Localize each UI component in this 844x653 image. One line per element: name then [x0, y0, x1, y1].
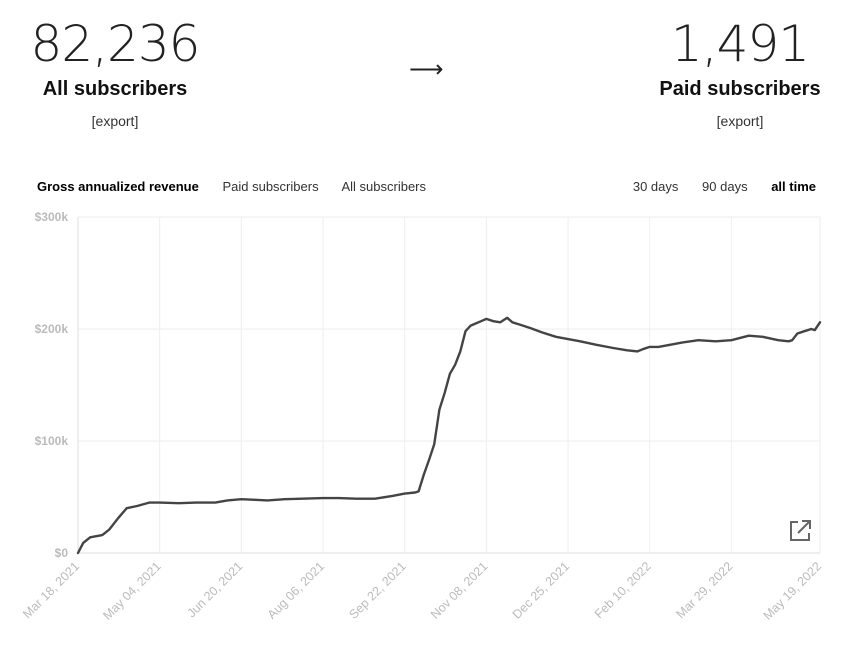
x-tick-label: May 04, 2021: [100, 559, 163, 622]
tab-gross-annualized-revenue[interactable]: Gross annualized revenue: [37, 179, 199, 194]
x-tick-label: Sep 22, 2021: [346, 559, 409, 622]
metric-tabs: Gross annualized revenue Paid subscriber…: [37, 179, 446, 194]
all-subscribers-count: 82,236: [30, 15, 201, 73]
range-tabs: 30 days 90 days all time: [613, 179, 816, 194]
external-link-icon[interactable]: [787, 518, 813, 544]
tab-90-days[interactable]: 90 days: [702, 179, 748, 194]
all-subscribers-label: All subscribers: [42, 78, 188, 100]
y-tick-label: $300k: [35, 210, 69, 224]
tab-all-subscribers[interactable]: All subscribers: [341, 179, 427, 194]
y-tick-label: $100k: [35, 434, 69, 448]
tab-paid-subscribers[interactable]: Paid subscribers: [222, 179, 319, 194]
arrow-icon: ⟶: [409, 56, 444, 83]
paid-subscribers-count: 1,491: [670, 15, 810, 73]
x-tick-label: Aug 06, 2021: [265, 559, 328, 622]
paid-subscribers-label: Paid subscribers: [659, 78, 821, 100]
revenue-line-chart: $0 $100k $200k $300k Mar 18, 2021 May 04, 202…: [20, 210, 824, 623]
revenue-series-line: [76, 316, 822, 555]
x-tick-label: Mar 29, 2022: [674, 559, 736, 621]
tab-all-time[interactable]: all time: [771, 179, 816, 194]
tab-30-days[interactable]: 30 days: [632, 179, 679, 194]
x-tick-label: May 19, 2022: [761, 559, 824, 622]
all-subscribers-stat: 82,236 All subscribers [export]: [28, 14, 202, 130]
x-tick-label: Nov 08, 2021: [428, 559, 491, 622]
x-tick-label: Jun 20, 2021: [184, 559, 245, 620]
all-subscribers-export-link[interactable]: [export]: [91, 113, 139, 129]
paid-subscribers-stat: 1,491 Paid subscribers [export]: [650, 14, 830, 130]
x-tick-label: Feb 10, 2022: [592, 559, 654, 621]
y-tick-label: $0: [55, 546, 69, 560]
paid-subscribers-export-link[interactable]: [export]: [716, 113, 764, 129]
external-link-icon-graphic: [790, 520, 811, 541]
x-tick-label: Mar 18, 2021: [20, 559, 82, 621]
x-tick-label: Dec 25, 2021: [510, 559, 573, 622]
y-tick-label: $200k: [35, 322, 69, 336]
